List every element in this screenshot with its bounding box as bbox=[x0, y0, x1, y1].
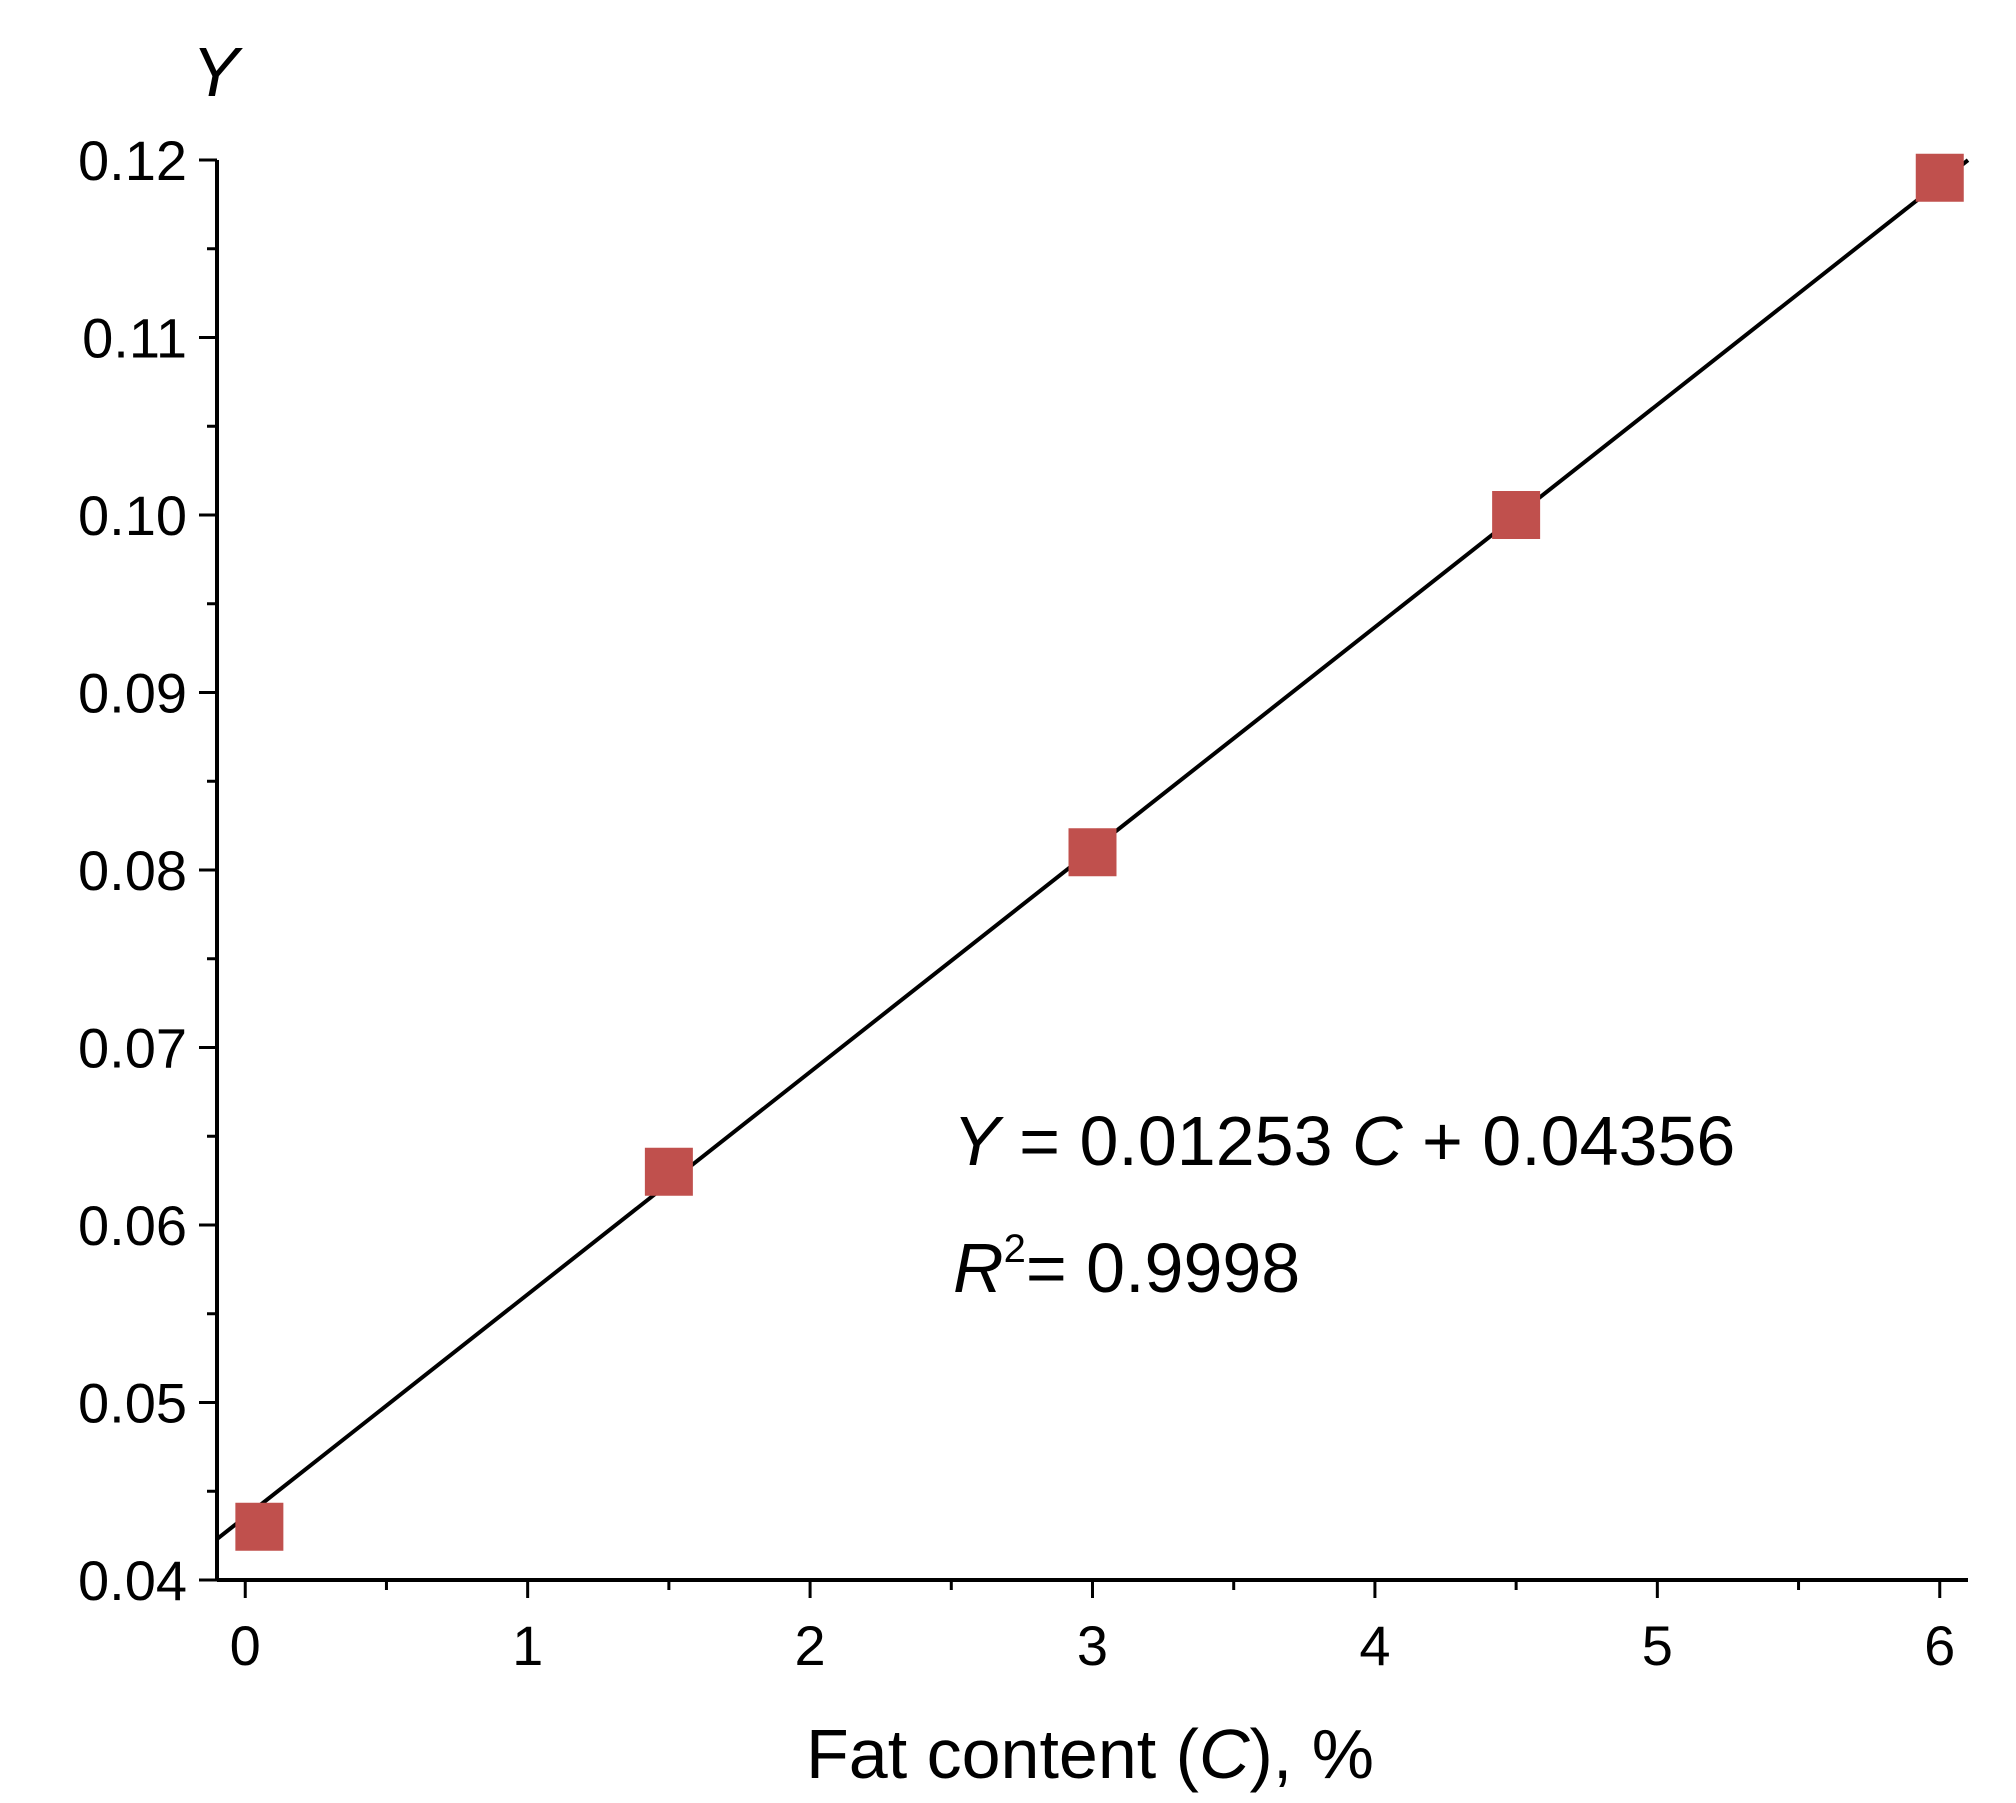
x-axis-title-post: ), % bbox=[1250, 1715, 1374, 1793]
r-squared: R2= 0.9998 bbox=[953, 1227, 1300, 1307]
x-tick-label: 6 bbox=[1924, 1614, 1955, 1677]
y-tick-label: 0.04 bbox=[78, 1549, 187, 1612]
equation-var-c: C bbox=[1352, 1102, 1403, 1180]
data-point bbox=[235, 1502, 284, 1551]
data-point bbox=[644, 1147, 693, 1196]
r-squared-sup: 2 bbox=[1004, 1227, 1026, 1271]
x-tick-label: 2 bbox=[795, 1614, 826, 1677]
x-axis-title-var: C bbox=[1199, 1715, 1250, 1793]
x-tick-label: 0 bbox=[230, 1614, 261, 1677]
y-tick-label: 0.05 bbox=[78, 1372, 187, 1435]
r-squared-value: = 0.9998 bbox=[1026, 1229, 1300, 1307]
r-squared-var: R bbox=[953, 1229, 1004, 1307]
x-tick-label: 5 bbox=[1642, 1614, 1673, 1677]
fit-equation: Y = 0.01253 C + 0.04356 bbox=[953, 1102, 1735, 1180]
y-tick-label: 0.09 bbox=[78, 662, 187, 725]
equation-var-y: Y bbox=[953, 1102, 1004, 1180]
data-point bbox=[1492, 491, 1541, 539]
x-tick-label: 4 bbox=[1359, 1614, 1390, 1677]
y-tick-label: 0.12 bbox=[78, 129, 187, 192]
y-tick-label: 0.11 bbox=[82, 307, 187, 370]
y-tick-label: 0.07 bbox=[78, 1017, 187, 1080]
data-point bbox=[1068, 828, 1117, 877]
x-axis-title: Fat content (C), % bbox=[806, 1715, 1374, 1793]
x-tick-label: 1 bbox=[512, 1614, 543, 1677]
tick-labels: 0 1 2 3 4 5 6 0.04 0.05 0.06 0.07 0.08 0.09 0.10 0.11 0… bbox=[78, 129, 1955, 1677]
y-axis-title: Y bbox=[192, 33, 243, 111]
x-tick-label: 3 bbox=[1077, 1614, 1108, 1677]
y-tick-label: 0.06 bbox=[78, 1194, 187, 1257]
data-points bbox=[235, 153, 1964, 1551]
equation-mid: = 0.01253 bbox=[1000, 1102, 1352, 1180]
x-axis-title-pre: Fat content ( bbox=[806, 1715, 1199, 1793]
y-tick-label: 0.08 bbox=[78, 839, 187, 902]
data-point bbox=[1915, 153, 1964, 202]
y-tick-label: 0.10 bbox=[78, 484, 187, 547]
equation-end: + 0.04356 bbox=[1403, 1102, 1736, 1180]
ticks bbox=[199, 158, 1942, 1598]
